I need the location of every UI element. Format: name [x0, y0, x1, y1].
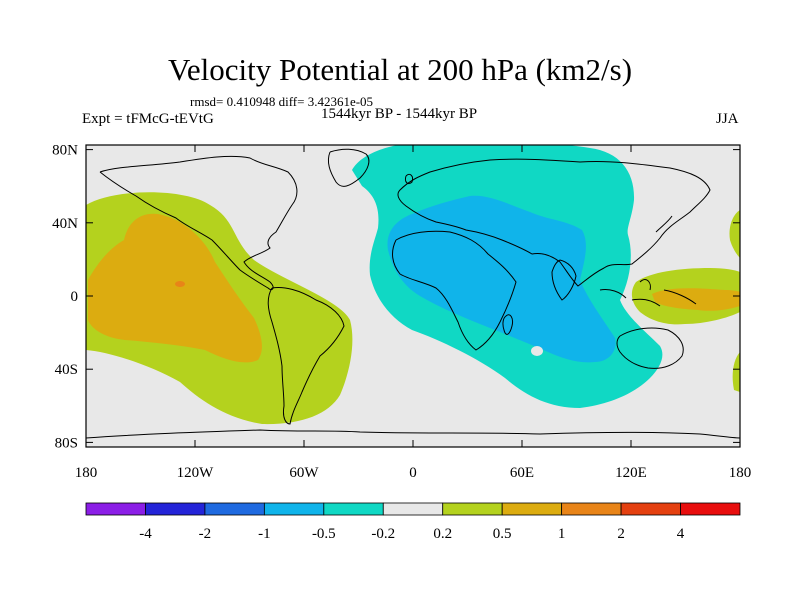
region-edge-right-south: [732, 352, 740, 392]
colorbar-swatch: [263, 502, 325, 516]
colorbar-swatch: [680, 502, 741, 516]
colorbar-label: 0.5: [493, 526, 512, 542]
x-tick-label: 0: [409, 465, 417, 481]
region-africa-core: [387, 195, 616, 363]
coast-south-america: [267, 287, 345, 425]
colorbar: -4 -2 -1 -0.5 -0.2 0.2 0.5 1 2 4: [85, 502, 741, 542]
coast-madagascar: [502, 314, 513, 335]
coast-maritime-islands: [599, 279, 697, 307]
y-tick-label: 0: [71, 289, 79, 305]
colorbar-label: 2: [617, 526, 625, 542]
x-tick-label: 60W: [289, 465, 319, 481]
x-tick-label: 60E: [510, 465, 534, 481]
stats-label: rmsd= 0.410948 diff= 3.42361e-05: [190, 94, 374, 109]
coast-north-america: [99, 155, 298, 291]
x-tick-label: 180: [729, 465, 752, 481]
coast-africa: [392, 230, 517, 351]
colorbar-label: 4: [677, 526, 685, 542]
coast-uk: [405, 173, 413, 185]
colorbar-label: -0.2: [371, 526, 395, 542]
colorbar-swatch: [442, 502, 503, 516]
colorbar-label: 1: [558, 526, 566, 542]
region-maritime-continent-core: [652, 288, 740, 311]
region-pacific-max: [175, 281, 185, 287]
colorbar-swatch: [204, 502, 265, 516]
colorbar-swatch: [85, 502, 146, 516]
y-tick-label: 40S: [55, 362, 78, 378]
region-pacific-core: [88, 213, 262, 363]
coast-greenland: [327, 148, 370, 187]
experiment-label: Expt = tFMcG-tEVtG: [82, 111, 214, 127]
period-label: 1544kyr BP - 1544kyr BP: [321, 106, 478, 122]
season-label: JJA: [716, 111, 739, 127]
y-tick-label: 40N: [52, 216, 78, 232]
coast-australia: [616, 327, 684, 369]
y-tick-label: 80N: [52, 143, 78, 159]
colorbar-label: -0.5: [312, 526, 336, 542]
region-edge-right-north: [729, 210, 740, 258]
x-tick-label: 120E: [615, 465, 647, 481]
colorbar-swatch: [323, 502, 384, 516]
colorbar-swatch: [561, 502, 622, 516]
y-tick-label: 80S: [55, 435, 78, 451]
colorbar-label: -2: [199, 526, 212, 542]
axes: 180 120W 60W 0 60E 120E 180 80N 40N 0 40S 80S: [52, 143, 751, 481]
coast-india: [551, 259, 577, 301]
colorbar-swatch: [382, 502, 444, 516]
coastlines: [86, 148, 740, 439]
region-small-gap: [531, 346, 543, 356]
colorbar-label: -4: [139, 526, 152, 542]
contour-fields: [86, 145, 740, 425]
colorbar-swatch: [620, 502, 681, 516]
chart-title: Velocity Potential at 200 hPa (km2/s): [167, 52, 633, 87]
x-tick-label: 120W: [177, 465, 215, 481]
coast-japan: [655, 215, 673, 233]
x-tick-label: 180: [75, 465, 98, 481]
colorbar-swatch: [501, 502, 563, 516]
colorbar-label: -1: [258, 526, 271, 542]
coast-eurasia: [397, 158, 711, 287]
colorbar-label: 0.2: [433, 526, 452, 542]
colorbar-swatch: [145, 502, 206, 516]
coast-antarctica: [86, 429, 740, 439]
